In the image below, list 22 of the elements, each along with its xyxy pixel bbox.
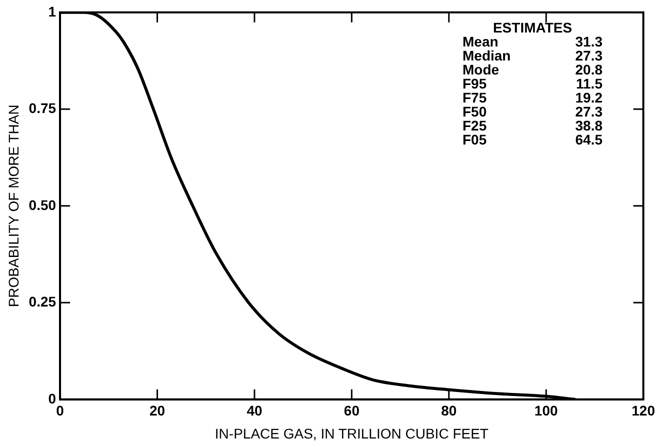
annotation: ESTIMATES [492,19,572,36]
text: F05 64.5 [462,131,602,148]
x-tick-label: 100 [534,402,558,419]
x-tick-label: 60 [344,402,360,419]
text: F75 19.2 [462,89,602,106]
text: Mode 20.8 [462,61,602,78]
x-tick-label: 80 [441,402,457,419]
y-tick-label: 0.50 [28,196,56,213]
x-tick-label: 40 [246,402,262,419]
y-axis-title: PROBABILITY OF MORE THAN [5,104,22,308]
text: F50 27.3 [462,103,602,120]
x-tick-label: 20 [149,402,166,419]
text: Median 27.3 [462,47,602,64]
y-tick-label: 0.75 [28,100,56,116]
y-tick-label: 1 [48,3,56,20]
text: Mean 31.3 [462,33,602,50]
text: F25 38.8 [462,117,602,134]
text: F95 11.5 [462,75,602,92]
y-tick-label: 0 [48,390,56,406]
x-tick-label: 120 [632,402,656,419]
y-tick-label: 0.25 [28,294,56,310]
x-axis-title: IN-PLACE GAS, IN TRILLION CUBIC FEET [214,425,489,442]
